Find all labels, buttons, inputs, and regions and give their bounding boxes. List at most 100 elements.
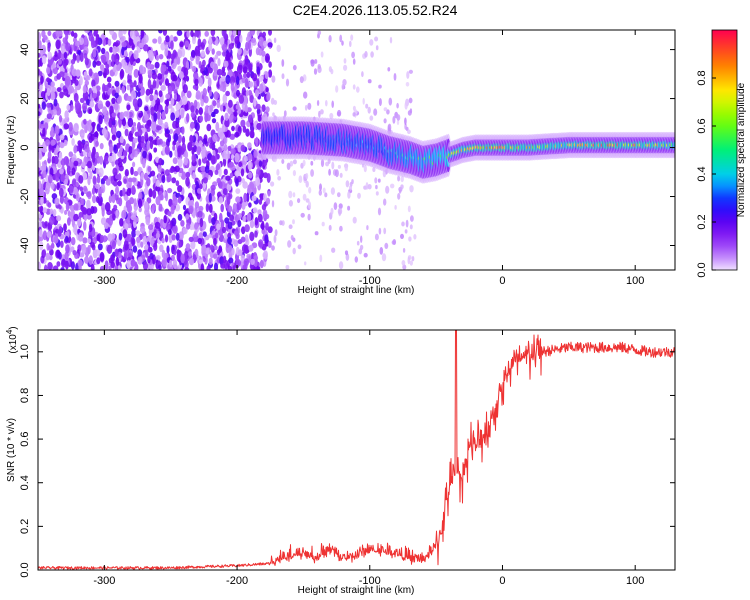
noise-cell: [161, 249, 166, 259]
noise-cell: [164, 104, 169, 115]
noise-cell: [63, 156, 69, 165]
noise-cell: [79, 52, 84, 63]
snr-series-line: [37, 329, 676, 570]
noise-cell: [132, 122, 137, 128]
noise-cell: [216, 50, 222, 56]
noise-cell: [133, 216, 139, 223]
noise-cell: [121, 85, 126, 94]
noise-cell: [198, 259, 204, 265]
noise-cell: [183, 157, 188, 166]
noise-cell: [181, 95, 188, 106]
noise-cell: [59, 195, 64, 204]
noise-cell: [181, 142, 186, 153]
faint-noise-cell: [396, 114, 401, 121]
faint-noise-cell: [314, 59, 318, 64]
noise-cell: [86, 160, 93, 169]
noise-cell: [222, 188, 228, 195]
noise-cell: [187, 142, 193, 152]
faint-noise-cell: [297, 198, 301, 204]
noise-cell: [144, 106, 149, 112]
faint-noise-cell: [288, 224, 293, 229]
noise-cell: [112, 66, 117, 73]
noise-cell: [137, 98, 143, 108]
noise-cell: [216, 68, 223, 76]
noise-cell: [210, 155, 216, 165]
noise-cell: [73, 92, 79, 103]
faint-noise-cell: [411, 256, 415, 262]
noise-cell: [76, 218, 82, 227]
noise-cell: [131, 126, 135, 134]
noise-cell: [169, 128, 173, 134]
noise-cell: [174, 110, 180, 118]
noise-cell: [204, 165, 210, 174]
faint-noise-cell: [337, 207, 343, 215]
noise-cell: [210, 111, 215, 118]
faint-noise-cell: [363, 252, 368, 258]
faint-noise-cell: [352, 216, 357, 224]
noise-cell: [208, 36, 212, 45]
snr-ytick-label: 0.4: [19, 475, 31, 490]
noise-cell: [84, 30, 90, 34]
noise-cell: [198, 205, 204, 212]
noise-cell: [108, 195, 113, 204]
noise-cell: [127, 222, 132, 229]
noise-cell: [96, 257, 101, 265]
noise-cell: [229, 76, 235, 86]
noise-cell: [159, 218, 164, 229]
faint-noise-cell: [308, 186, 312, 194]
faint-noise-cell: [292, 247, 296, 255]
noise-cell: [38, 32, 41, 41]
noise-cell: [143, 187, 149, 196]
noise-cell: [233, 110, 238, 117]
noise-cell: [126, 95, 132, 102]
noise-cell: [200, 165, 206, 172]
faint-noise-cell: [324, 192, 328, 198]
noise-cell: [137, 91, 141, 98]
noise-cell: [138, 192, 143, 201]
faint-noise-cell: [407, 205, 411, 213]
noise-cell: [161, 175, 166, 184]
noise-cell: [194, 78, 199, 86]
noise-cell: [121, 209, 127, 219]
noise-cell: [44, 266, 49, 270]
noise-cell: [252, 207, 258, 214]
noise-cell: [213, 237, 217, 246]
noise-cell: [140, 142, 146, 149]
noise-cell: [223, 168, 228, 176]
noise-cell: [188, 251, 192, 257]
noise-cell: [244, 155, 249, 162]
noise-cell: [121, 41, 127, 48]
noise-cell: [73, 203, 79, 211]
noise-cell: [49, 208, 54, 215]
noise-cell: [175, 94, 181, 102]
noise-cell: [164, 121, 169, 129]
noise-cell: [42, 170, 47, 179]
noise-cell: [101, 207, 105, 217]
noise-cell: [167, 85, 173, 95]
noise-cell: [212, 149, 216, 157]
noise-cell: [182, 204, 187, 211]
noise-cell: [190, 105, 195, 113]
noise-cell: [98, 200, 103, 207]
noise-cell: [221, 226, 227, 234]
noise-cell: [74, 79, 79, 86]
noise-cell: [130, 259, 136, 267]
noise-cell: [114, 248, 119, 258]
noise-cell: [188, 200, 194, 207]
noise-cell: [217, 147, 222, 154]
noise-cell: [38, 229, 43, 238]
noise-cell: [107, 38, 112, 47]
snr-xtick-label: -200: [226, 575, 248, 587]
faint-noise-cell: [377, 178, 381, 183]
noise-cell: [214, 169, 219, 175]
noise-cell: [246, 213, 252, 222]
noise-cell: [156, 179, 160, 187]
noise-cell: [267, 190, 271, 197]
noise-cell: [158, 30, 163, 34]
noise-cell: [91, 121, 96, 127]
faint-noise-cell: [305, 198, 310, 203]
noise-cell: [211, 217, 216, 226]
noise-cell: [241, 210, 245, 216]
noise-cell: [58, 204, 62, 210]
ridge-outer: [675, 137, 680, 154]
